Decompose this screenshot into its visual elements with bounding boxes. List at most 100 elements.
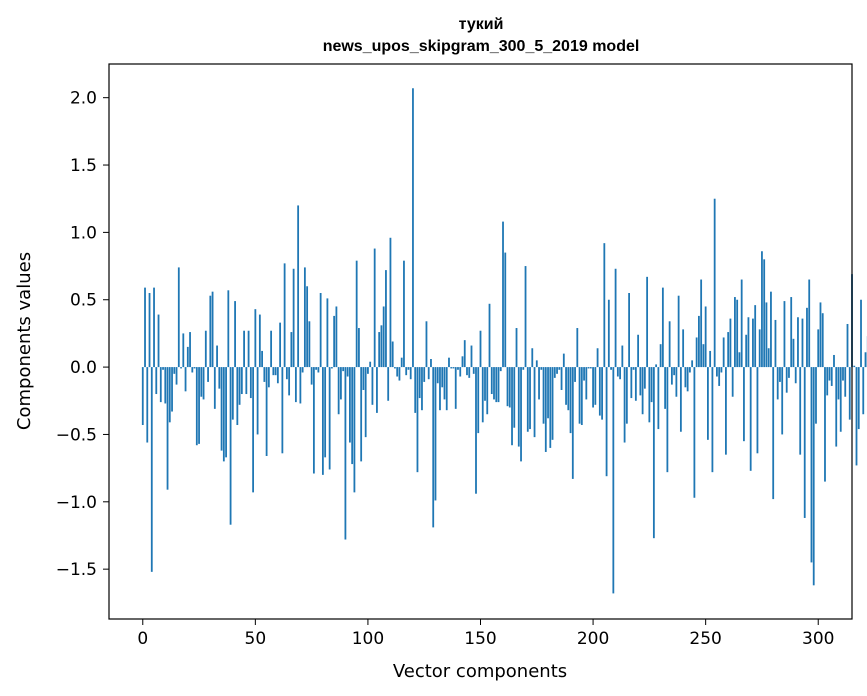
bar xyxy=(648,367,651,423)
bar xyxy=(144,287,146,368)
bar xyxy=(321,367,324,475)
bar xyxy=(276,367,279,384)
bar xyxy=(355,260,358,368)
bar xyxy=(207,367,209,382)
bar xyxy=(234,301,236,368)
bar xyxy=(403,260,405,368)
bar xyxy=(195,367,198,446)
bar xyxy=(709,350,712,368)
bar xyxy=(702,344,705,368)
bar xyxy=(225,367,227,458)
bar xyxy=(364,367,367,438)
bar xyxy=(747,317,750,368)
bar xyxy=(193,367,196,369)
bar xyxy=(177,267,180,368)
bar xyxy=(830,367,833,386)
bar xyxy=(553,367,556,378)
bar xyxy=(828,367,831,381)
bar xyxy=(290,332,293,368)
bar xyxy=(522,367,525,370)
bar xyxy=(549,367,552,448)
bar xyxy=(540,367,543,370)
bar xyxy=(725,367,727,455)
bar xyxy=(738,352,741,368)
bar xyxy=(542,367,545,424)
bar xyxy=(283,263,286,368)
bar xyxy=(565,367,567,405)
bar xyxy=(247,330,250,368)
bar xyxy=(270,330,273,368)
bar xyxy=(641,367,644,415)
bar xyxy=(430,359,432,368)
bar xyxy=(448,357,450,368)
y-tick-label: 0.0 xyxy=(70,358,97,378)
bar xyxy=(463,340,466,368)
bar xyxy=(806,307,808,368)
plot-frame xyxy=(108,63,853,620)
bar xyxy=(211,291,214,368)
bar xyxy=(846,323,849,368)
bar xyxy=(616,367,619,377)
bar xyxy=(141,367,144,426)
bar xyxy=(400,357,403,368)
bar xyxy=(220,367,223,451)
bar xyxy=(479,330,482,368)
bar xyxy=(797,317,799,368)
bar xyxy=(646,276,649,368)
bar xyxy=(267,367,270,388)
bar xyxy=(842,367,844,381)
bar xyxy=(535,360,538,368)
bar xyxy=(765,302,768,368)
bar xyxy=(835,367,838,447)
bar xyxy=(258,314,261,368)
bar xyxy=(297,205,300,368)
x-tick-label: 50 xyxy=(245,629,267,649)
bar xyxy=(490,367,493,395)
bar xyxy=(441,367,444,388)
x-tick-label: 150 xyxy=(464,629,496,649)
bar xyxy=(734,297,736,368)
bar xyxy=(378,332,381,368)
bar xyxy=(186,346,189,368)
bar xyxy=(779,367,781,382)
bar xyxy=(445,367,448,411)
bar xyxy=(632,367,635,370)
bar xyxy=(673,367,676,376)
bar xyxy=(603,243,606,368)
bar xyxy=(722,337,725,368)
bar xyxy=(146,367,149,443)
bar xyxy=(351,367,354,465)
bar xyxy=(337,367,340,415)
bar xyxy=(824,367,826,482)
bar xyxy=(862,367,865,415)
x-tick-label: 200 xyxy=(577,629,609,649)
bar xyxy=(754,305,757,368)
bar xyxy=(743,367,745,442)
bar xyxy=(495,367,498,403)
bar xyxy=(508,367,511,408)
bar xyxy=(758,329,761,368)
bar xyxy=(693,367,696,498)
bar xyxy=(803,367,806,518)
bar xyxy=(292,268,295,368)
bar xyxy=(623,367,626,443)
bar xyxy=(353,367,356,493)
bar xyxy=(727,332,730,368)
bar xyxy=(342,367,345,372)
bar xyxy=(389,237,392,368)
bar xyxy=(202,367,205,400)
bar xyxy=(189,332,191,368)
bar xyxy=(470,345,473,368)
bar xyxy=(340,367,342,400)
bar xyxy=(182,333,185,368)
bar xyxy=(213,367,216,409)
bar xyxy=(236,367,239,426)
bar xyxy=(700,279,703,368)
bar xyxy=(164,367,167,404)
bar xyxy=(459,367,462,377)
x-axis-label: Vector components xyxy=(393,661,567,682)
bar xyxy=(231,367,234,420)
bar xyxy=(594,367,597,405)
bar xyxy=(544,367,547,452)
